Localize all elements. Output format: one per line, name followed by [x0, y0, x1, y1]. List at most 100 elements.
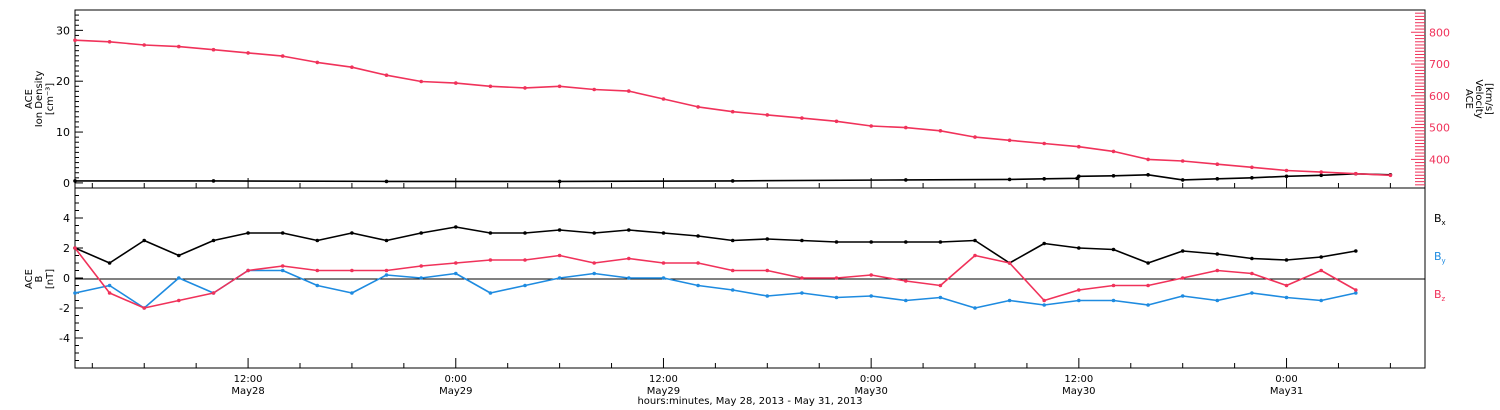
density-axis-label-line-1: ACE	[24, 89, 35, 109]
bz-series-point	[454, 261, 458, 265]
by-series-point	[973, 306, 977, 310]
bx-series-point	[938, 240, 943, 244]
bz-series-point	[419, 264, 424, 268]
bz-series-point	[73, 246, 77, 250]
bx-series-point	[211, 238, 216, 243]
legend-by-subscript: y	[1442, 257, 1446, 265]
by-series-point	[1007, 298, 1012, 303]
bottom-series-layer	[73, 225, 1358, 310]
bz-series-point	[315, 268, 320, 273]
date-tick-label: May31	[1270, 386, 1303, 397]
velocity-point	[1284, 168, 1289, 173]
by-series-point	[592, 271, 596, 276]
bx-series-point	[419, 231, 424, 235]
bz-series-point	[1077, 288, 1081, 292]
by-series-point	[1077, 298, 1081, 303]
velocity-axis-ticks: 400 500 600 700 800	[1411, 12, 1450, 186]
ion-density-point	[1042, 177, 1046, 181]
by-series-point	[661, 276, 666, 280]
field-tick-label: -2	[59, 302, 70, 315]
bx-series-point	[488, 231, 493, 235]
ion-density-point	[1180, 178, 1185, 182]
by-series-point	[177, 276, 181, 280]
bz-series-point	[765, 268, 770, 273]
field-axis-ticks: -4 -2 0 2 4	[59, 195, 83, 361]
by-series-point	[1215, 298, 1220, 303]
by-series-point	[280, 268, 285, 273]
bx-series-point	[1077, 246, 1081, 250]
ion-density-point	[1146, 173, 1150, 177]
by-series-point	[730, 288, 735, 292]
bx-series-point	[1354, 249, 1358, 253]
legend-bx: Bx	[1434, 212, 1446, 227]
bx-series-point	[627, 228, 631, 232]
density-tick-label: 30	[56, 24, 70, 37]
velocity-axis-label-line-1: ACE	[1463, 89, 1474, 109]
bz-series-point	[523, 258, 527, 262]
ion-density-point	[1250, 176, 1254, 180]
velocity-point	[107, 40, 112, 44]
bz-series-point	[869, 273, 873, 277]
legend-bz: Bz	[1434, 288, 1446, 303]
bz-series-point	[1007, 261, 1012, 265]
velocity-tick-label: 800	[1429, 26, 1450, 39]
bz-series-point	[177, 298, 181, 303]
by-series-point	[73, 291, 77, 295]
bx-series-point	[834, 240, 839, 244]
density-axis-ticks: 0 10 20 30	[56, 9, 83, 190]
time-tick-label: 12:00	[1064, 374, 1093, 385]
by-series-point	[315, 283, 320, 288]
density-axis-label-line-3: [cm⁻³]	[45, 83, 56, 115]
bz-series-point	[938, 283, 943, 288]
velocity-point	[661, 97, 666, 101]
bz-series-point	[1042, 298, 1046, 303]
date-tick-label: May30	[1062, 386, 1095, 397]
time-tick-label: 12:00	[234, 374, 263, 385]
by-series-point	[800, 291, 804, 295]
ion-density-point	[73, 179, 77, 183]
bx-series-point	[730, 238, 735, 243]
bz-series-point	[592, 261, 596, 265]
velocity-point	[488, 84, 493, 89]
bx-series-point	[973, 238, 977, 243]
ion-density-point	[904, 178, 908, 182]
bz-series-point	[246, 268, 250, 273]
field-legend: Bx By Bz	[1434, 212, 1446, 303]
field-tick-label: 2	[63, 242, 70, 255]
by-series-point	[938, 295, 943, 300]
by-series-point	[1042, 303, 1046, 307]
time-axis-title: hours:minutes, May 28, 2013 - May 31, 20…	[637, 396, 862, 407]
ion-density-point	[1077, 174, 1081, 179]
density-tick-label: 0	[63, 177, 70, 190]
velocity-tick-label: 400	[1429, 153, 1450, 166]
by-series-point	[1250, 291, 1254, 295]
bz-series-point	[211, 291, 216, 295]
bx-series-point	[454, 225, 458, 229]
velocity-point	[211, 47, 216, 52]
field-axis-label-line-2: B	[34, 275, 45, 282]
date-tick-label: May30	[854, 386, 887, 397]
bz-series-point	[1180, 276, 1185, 280]
bz-series-point	[350, 268, 354, 273]
date-tick-label: May29	[647, 386, 680, 397]
bz-series-point	[1146, 283, 1150, 288]
velocity-point	[1180, 159, 1185, 163]
top-panel-frame	[74, 9, 1426, 189]
bx-series-point	[107, 261, 112, 265]
by-series-point	[1284, 295, 1289, 300]
bz-series-point	[280, 264, 285, 268]
velocity-point	[800, 116, 804, 120]
by-series-point	[384, 273, 389, 277]
bx-series-point	[1284, 258, 1289, 262]
bz-series-point	[142, 306, 146, 310]
bx-series-point	[1319, 255, 1323, 259]
by-series-point	[454, 271, 458, 276]
legend-by: By	[1434, 250, 1446, 265]
velocity-point	[973, 135, 977, 139]
velocity-point	[1042, 141, 1046, 146]
bx-series-point	[1215, 252, 1220, 256]
bx-series-point	[280, 231, 285, 235]
ion-density-point	[384, 179, 389, 184]
